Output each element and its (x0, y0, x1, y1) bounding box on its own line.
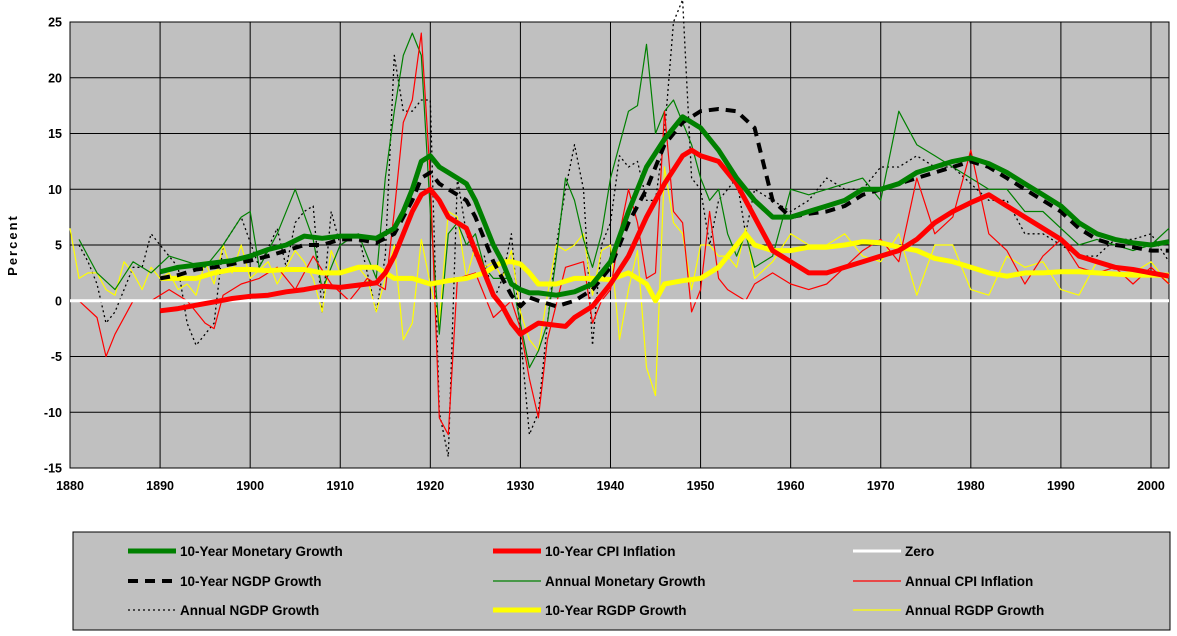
series-line-annual-rgdp-growth (69, 166, 1170, 397)
legend-label-10-year-cpi-inflation: 10-Year CPI Inflation (545, 544, 676, 559)
legend-label-10-year-rgdp-growth: 10-Year RGDP Growth (545, 603, 687, 618)
legend-label-annual-rgdp-growth: Annual RGDP Growth (905, 603, 1044, 618)
x-tick-label: 1940 (597, 479, 625, 493)
series-line-10-year-cpi-inflation (159, 147, 1170, 337)
y-axis-label: Percent (5, 214, 20, 276)
y-tick-label: 10 (48, 183, 62, 197)
series-line-annual-cpi-inflation (78, 32, 1170, 436)
x-tick-label: 1950 (687, 479, 715, 493)
x-tick-label: 1960 (777, 479, 805, 493)
y-axis-ticks: -15 -10 -5 0 5 10 15 20 25 (44, 16, 62, 476)
series-layer (69, 0, 1170, 458)
x-axis-ticks: 1880 1890 1900 1910 1920 1930 1940 1950 1960 1970… (56, 479, 1165, 493)
x-tick-label: 1990 (1047, 479, 1075, 493)
legend-label-zero: Zero (905, 544, 934, 559)
y-tick-label: 15 (48, 127, 62, 141)
legend-label-annual-monetary-growth: Annual Monetary Growth (545, 574, 706, 589)
series-line-10-year-rgdp-growth (160, 231, 1169, 304)
x-tick-label: 1980 (957, 479, 985, 493)
y-tick-label: 0 (55, 294, 62, 308)
legend-label-annual-cpi-inflation: Annual CPI Inflation (905, 574, 1033, 589)
series-line-annual-monetary-growth (78, 32, 1170, 369)
x-tick-label: 2000 (1137, 479, 1165, 493)
series-line-10-year-monetary-growth (159, 114, 1170, 298)
legend: 10-Year Monetary Growth 10-Year CPI Infla… (128, 544, 1044, 618)
x-tick-label: 1920 (416, 479, 444, 493)
series-line-10-year-ngdp-growth (159, 107, 1169, 309)
legend-label-10-year-ngdp-growth: 10-Year NGDP Growth (180, 574, 322, 589)
y-tick-label: 5 (55, 239, 62, 253)
legend-label-annual-ngdp-growth: Annual NGDP Growth (180, 603, 319, 618)
x-tick-label: 1890 (146, 479, 174, 493)
y-tick-label: -15 (44, 462, 62, 476)
legend-label-10-year-monetary-growth: 10-Year Monetary Growth (180, 544, 343, 559)
y-tick-label: -10 (44, 406, 62, 420)
x-tick-label: 1880 (56, 479, 84, 493)
y-tick-label: 25 (48, 16, 62, 30)
x-tick-label: 1930 (507, 479, 535, 493)
x-tick-label: 1970 (867, 479, 895, 493)
x-tick-label: 1910 (326, 479, 354, 493)
x-tick-label: 1900 (236, 479, 264, 493)
y-tick-label: -5 (51, 350, 62, 364)
y-tick-label: 20 (48, 71, 62, 85)
legend-box (72, 531, 1171, 631)
